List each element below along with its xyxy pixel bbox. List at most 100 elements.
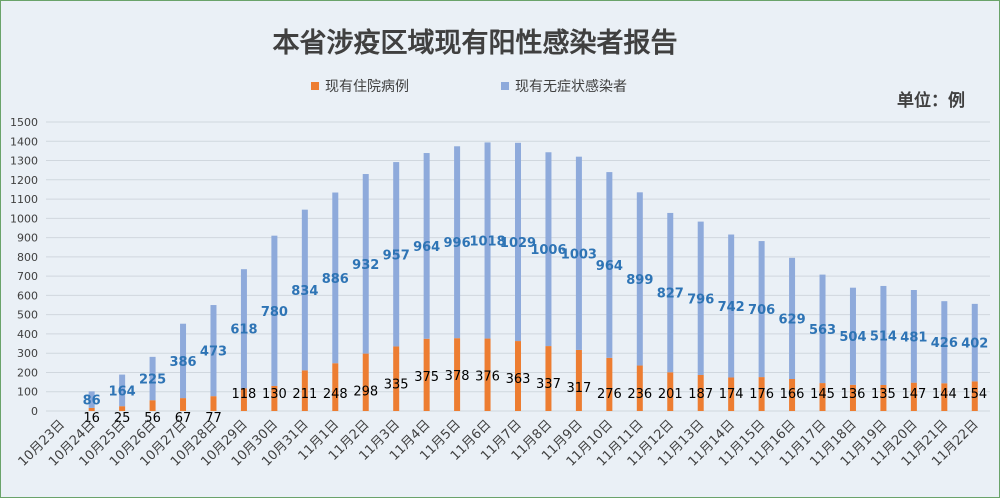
bar-hospitalized [88, 407, 95, 411]
bar-hospitalized [545, 346, 552, 411]
data-label-asymptomatic: 964 [413, 240, 440, 255]
legend: 现有住院病例 现有无症状感染者 [311, 78, 627, 95]
bar-asymptomatic [332, 192, 339, 364]
y-tick-label: 500 [17, 309, 38, 322]
bar-asymptomatic [910, 290, 917, 383]
bar-hospitalized [849, 384, 856, 411]
y-tick-label: 1200 [10, 174, 38, 187]
data-label-hospitalized: 211 [292, 387, 317, 402]
data-label-hospitalized: 166 [780, 387, 805, 402]
data-label-asymptomatic: 86 [83, 394, 101, 409]
legend-swatch-asymptomatic [501, 82, 509, 90]
data-label-asymptomatic: 1029 [500, 236, 536, 251]
data-label-hospitalized: 130 [262, 387, 287, 402]
data-label-asymptomatic: 1006 [530, 243, 566, 258]
bar-asymptomatic [362, 174, 369, 354]
data-label-hospitalized: 147 [901, 387, 926, 402]
bar-hospitalized [423, 338, 430, 411]
data-label-asymptomatic: 1018 [469, 234, 505, 249]
data-label-hospitalized: 201 [658, 387, 683, 402]
data-label-hospitalized: 337 [536, 377, 561, 392]
bar-hospitalized [728, 377, 735, 411]
bar-asymptomatic [941, 301, 948, 384]
data-label-hospitalized: 144 [932, 387, 957, 402]
bar-hospitalized [210, 396, 217, 411]
bar-hospitalized [484, 338, 491, 411]
data-label-asymptomatic: 1003 [561, 247, 597, 262]
data-label-asymptomatic: 473 [200, 345, 227, 360]
bar-hospitalized [941, 383, 948, 411]
bar-hospitalized [149, 400, 156, 411]
bars [88, 142, 978, 411]
bar-hospitalized [180, 398, 187, 411]
data-label-asymptomatic: 964 [596, 259, 623, 274]
y-tick-label: 1400 [10, 135, 38, 148]
bar-asymptomatic [119, 374, 126, 407]
data-label-hospitalized: 154 [962, 387, 987, 402]
data-label-hospitalized: 378 [445, 369, 470, 384]
bar-hospitalized [301, 370, 308, 411]
bar-asymptomatic [789, 257, 796, 380]
y-tick-label: 1000 [10, 212, 38, 225]
bar-asymptomatic [393, 162, 400, 347]
bar-asymptomatic [454, 146, 461, 339]
bar-asymptomatic [575, 156, 582, 350]
bar-asymptomatic [210, 305, 217, 397]
bar-hospitalized [362, 353, 369, 411]
data-label-hospitalized: 317 [566, 381, 591, 396]
data-label-asymptomatic: 706 [748, 303, 775, 318]
bar-asymptomatic [971, 303, 978, 382]
bar-asymptomatic [515, 142, 521, 342]
bar-hospitalized [697, 374, 704, 411]
bar-hospitalized [910, 382, 917, 411]
data-label-hospitalized: 174 [719, 387, 744, 402]
data-label-hospitalized: 376 [475, 370, 500, 385]
bar-asymptomatic [606, 172, 613, 358]
bar-asymptomatic [758, 241, 765, 378]
data-label-hospitalized: 363 [506, 372, 531, 387]
bar-asymptomatic [180, 323, 187, 399]
data-label-asymptomatic: 386 [169, 355, 196, 370]
y-axis: 0 100 200 300 400 500 600 700 800 900 1000 1100 1200… [10, 116, 38, 418]
bar-hospitalized [971, 381, 978, 411]
data-label-asymptomatic: 629 [778, 312, 805, 327]
bar-asymptomatic [301, 209, 308, 371]
y-tick-label: 1100 [10, 193, 38, 206]
data-label-asymptomatic: 796 [687, 292, 714, 307]
bar-hospitalized [271, 385, 278, 411]
data-label-hospitalized: 276 [597, 387, 622, 402]
data-labels: 16 86 25 164 56 225 67 386 77 473 118 618 130 780 211 8… [83, 234, 989, 426]
bar-hospitalized [575, 349, 582, 411]
y-tick-label: 1300 [10, 155, 38, 168]
legend-label-hospitalized: 现有住院病例 [325, 79, 409, 95]
chart-title: 本省涉疫区域现有阳性感染者报告 [273, 27, 678, 59]
data-label-hospitalized: 25 [114, 411, 131, 426]
legend-swatch-hospitalized [311, 82, 319, 90]
data-label-asymptomatic: 618 [230, 323, 257, 338]
bar-hospitalized [789, 379, 796, 411]
data-label-hospitalized: 118 [232, 387, 257, 402]
data-label-asymptomatic: 563 [809, 323, 836, 338]
y-tick-label: 200 [17, 366, 38, 379]
data-label-asymptomatic: 504 [839, 330, 866, 345]
y-tick-label: 300 [17, 347, 38, 360]
data-label-hospitalized: 248 [323, 387, 348, 402]
data-label-hospitalized: 16 [83, 411, 100, 426]
bar-asymptomatic [271, 235, 278, 386]
bar-asymptomatic [149, 356, 156, 401]
data-label-asymptomatic: 402 [961, 337, 988, 352]
y-tick-label: 1500 [10, 116, 38, 129]
bar-hospitalized [758, 377, 765, 411]
bar-asymptomatic [484, 142, 491, 339]
y-tick-label: 600 [17, 289, 38, 302]
data-label-asymptomatic: 899 [626, 273, 653, 288]
data-label-asymptomatic: 225 [139, 373, 166, 388]
bar-asymptomatic [849, 287, 856, 385]
data-label-asymptomatic: 164 [109, 384, 136, 399]
bar-hospitalized [819, 383, 826, 411]
data-label-asymptomatic: 957 [383, 248, 410, 263]
unit-label: 单位：例 [897, 90, 965, 111]
y-tick-label: 900 [17, 232, 38, 245]
bar-asymptomatic [819, 274, 826, 384]
bar-hospitalized [119, 406, 126, 411]
